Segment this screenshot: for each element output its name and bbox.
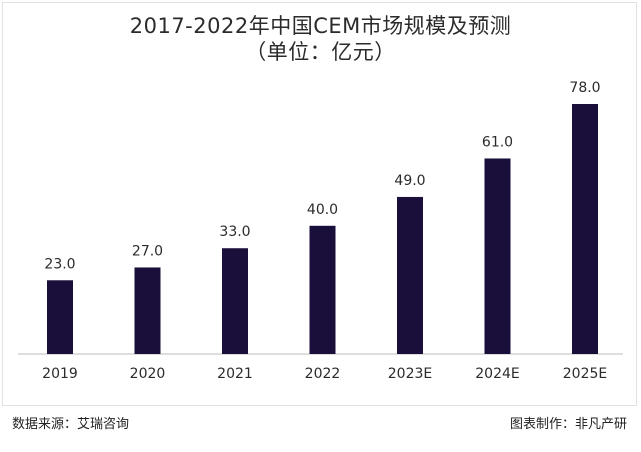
chart-title: 2017-2022年中国CEM市场规模及预测 — [129, 14, 512, 38]
chart-frame — [2, 2, 637, 406]
bar — [134, 267, 161, 354]
data-source-note: 数据来源：艾瑞咨询 — [12, 417, 130, 432]
chart-subtitle: （单位：亿元） — [245, 40, 396, 64]
data-label: 40.0 — [307, 202, 338, 218]
bar — [484, 158, 511, 354]
x-tick-label: 2022 — [305, 366, 341, 382]
data-label: 27.0 — [132, 243, 163, 259]
data-label: 49.0 — [394, 173, 425, 189]
bar — [47, 280, 73, 354]
data-label: 78.0 — [569, 80, 600, 96]
data-label: 33.0 — [219, 224, 250, 240]
data-label: 61.0 — [482, 134, 513, 150]
x-tick-label: 2019 — [42, 366, 78, 382]
chart-credit-note: 图表制作：非凡产研 — [509, 417, 627, 432]
x-tick-label: 2024E — [475, 366, 519, 382]
x-tick-label: 2023E — [388, 366, 432, 382]
x-tick-label: 2021 — [217, 366, 253, 382]
x-tick-label: 2020 — [130, 366, 166, 382]
bar — [397, 196, 423, 354]
bar-chart: 23.0 2019 27.0 2020 33.0 2021 40.0 2022 49.0 2023… — [18, 80, 623, 382]
x-tick-label: 2025E — [563, 366, 607, 382]
bar — [572, 104, 598, 354]
data-label: 23.0 — [44, 256, 75, 272]
bar — [309, 225, 336, 354]
bar — [222, 248, 248, 354]
